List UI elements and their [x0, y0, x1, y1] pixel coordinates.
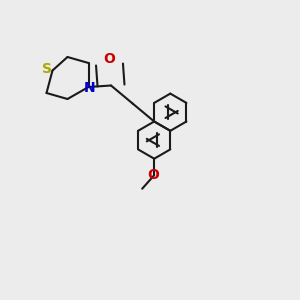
Text: N: N: [83, 81, 95, 94]
Text: S: S: [42, 62, 52, 76]
Text: O: O: [103, 52, 116, 66]
Text: O: O: [147, 168, 159, 182]
